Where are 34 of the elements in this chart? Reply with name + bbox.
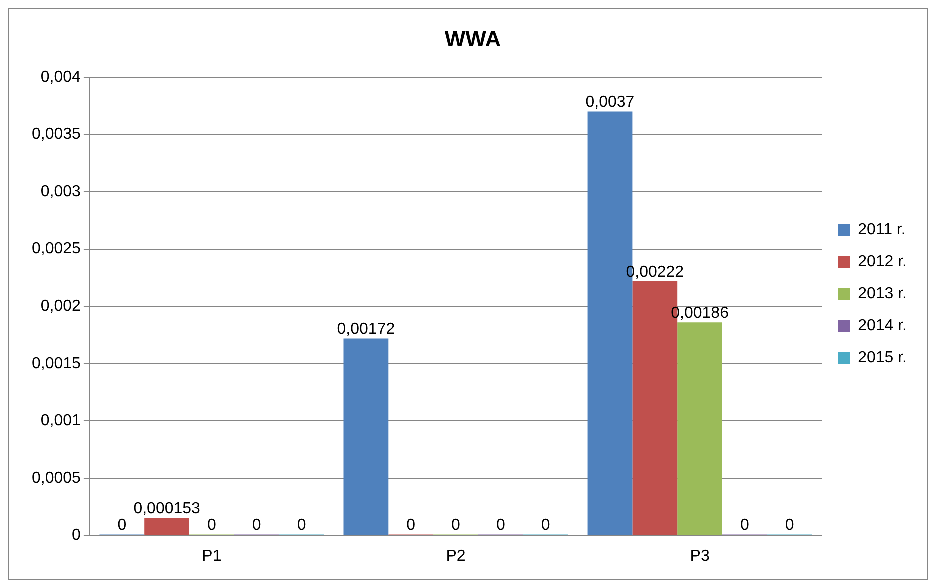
data-label: 0 — [252, 517, 262, 534]
data-label: 0 — [541, 517, 550, 534]
data-label: 0 — [406, 517, 416, 534]
data-label: 0,00172 — [337, 321, 396, 338]
y-tick-label: 0,0005 — [32, 470, 82, 487]
data-label: 0 — [297, 517, 306, 534]
data-label: 0 — [740, 517, 750, 534]
y-tick-label: 0,002 — [40, 298, 82, 316]
legend-label: 2013 r. — [858, 285, 908, 302]
data-label: 0,0037 — [586, 94, 635, 112]
data-label: 0 — [496, 517, 506, 534]
y-tick-label: 0,0035 — [32, 126, 82, 144]
legend-label: 2012 r. — [858, 253, 908, 270]
bar — [344, 338, 389, 536]
x-tick-label: P1 — [202, 548, 222, 565]
y-tick-label: 0,003 — [40, 183, 82, 200]
y-tick-label: 0,001 — [40, 412, 82, 430]
bar — [678, 322, 722, 536]
legend-label: 2011 r. — [858, 221, 906, 238]
data-label: 0,000153 — [134, 500, 201, 518]
bar — [144, 518, 190, 536]
x-tick-label: P2 — [446, 548, 466, 565]
x-tick-label: P3 — [690, 548, 710, 565]
data-label: 0 — [452, 517, 461, 534]
y-tick-label: 0,0015 — [32, 355, 82, 372]
data-label: 0 — [208, 517, 217, 534]
data-label: 0 — [118, 517, 127, 534]
legend-label: 2014 r. — [858, 317, 908, 334]
y-tick-label: 0,0025 — [32, 240, 82, 258]
data-label: 0 — [785, 517, 794, 534]
y-tick-label: 0,004 — [40, 68, 82, 86]
y-tick-label: 0 — [72, 527, 82, 544]
chart-title: WWA — [444, 26, 502, 52]
legend-label: 2015 r. — [858, 349, 908, 366]
